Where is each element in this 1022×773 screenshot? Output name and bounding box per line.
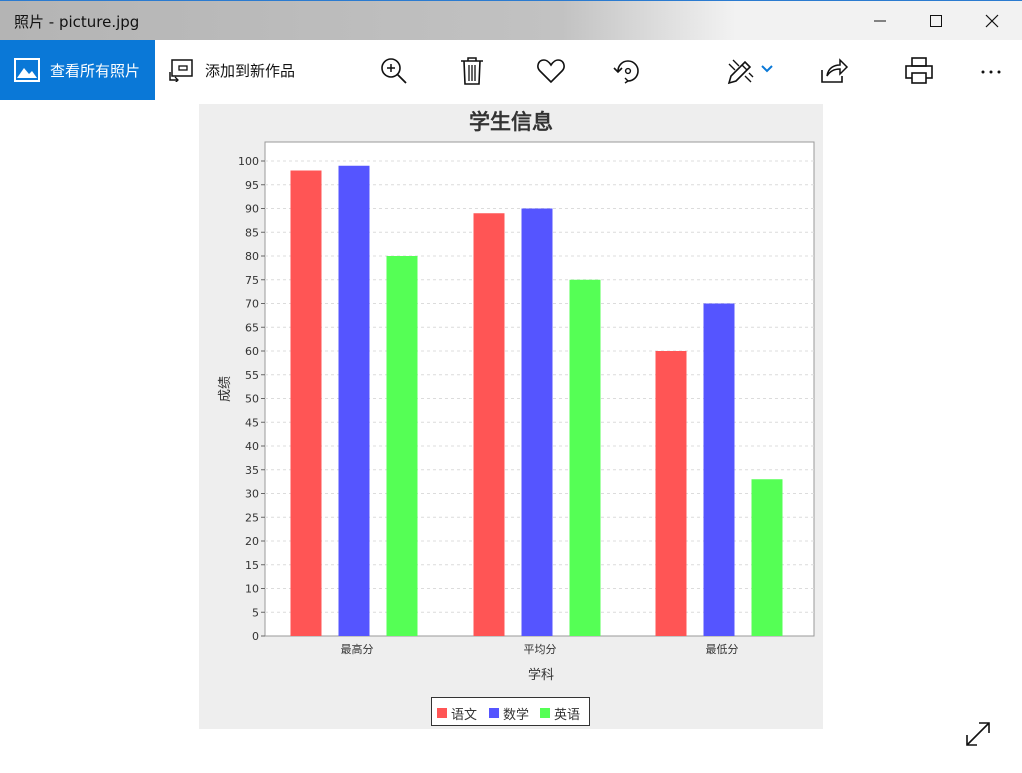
close-icon [985,14,999,28]
y-tick-label: 65 [245,321,259,334]
bar-2-2 [751,479,783,636]
y-tick-label: 80 [245,250,259,263]
photo-viewer[interactable]: 学生信息 0 5 10 15 20 25 30 35 40 45 50 55 60 65 70 75 80 85 9… [199,104,823,729]
y-tick-label: 100 [238,155,259,168]
legend-label: 数学 [503,708,530,723]
y-axis-label: 成绩 [218,376,233,402]
share-icon [821,58,849,83]
x-axis-ticks: 最高分 平均分 最低分 [341,642,739,656]
bars [290,165,783,636]
y-tick-label: 25 [245,511,259,524]
y-tick-label: 15 [245,559,259,572]
y-tick-label: 40 [245,440,259,453]
zoom-in-button[interactable] [378,56,410,86]
bar-chart: 0 5 10 15 20 25 30 35 40 45 50 55 60 65 70 75 80 85 90 95 10… [218,141,815,683]
chart-legend: 语文 数学 英语 [431,697,590,726]
x-tick-label: 平均分 [524,643,557,656]
y-tick-label: 50 [245,393,259,406]
y-tick-label: 10 [245,583,259,596]
minimize-button[interactable] [852,1,908,40]
x-axis-label: 学科 [528,667,554,683]
more-icon [981,70,1001,74]
title-bar: 照片 - picture.jpg [0,0,1022,40]
legend-label: 英语 [554,708,581,723]
view-all-photos-label: 查看所有照片 [50,62,141,80]
y-tick-label: 90 [245,203,259,216]
print-icon [905,57,933,84]
y-axis-ticks: 0 5 10 15 20 25 30 35 40 45 50 55 60 65 70 75 80 85 90 95 10… [238,155,265,643]
y-tick-label: 60 [245,345,259,358]
y-tick-label: 95 [245,179,259,192]
fullscreen-button[interactable] [964,720,992,748]
y-tick-label: 5 [252,606,259,619]
share-button[interactable] [818,56,850,86]
view-all-photos-button[interactable]: 查看所有照片 [0,40,155,100]
maximize-button[interactable] [908,1,964,40]
y-tick-label: 55 [245,369,259,382]
y-tick-label: 45 [245,416,259,429]
y-tick-label: 85 [245,226,259,239]
edit-and-create-button[interactable] [725,56,775,86]
rotate-icon [613,60,639,84]
bar-2-1 [703,303,735,636]
chevron-down-icon [761,65,773,73]
window-title: 照片 - picture.jpg [14,13,140,31]
y-tick-label: 0 [252,630,259,643]
bar-0-0 [290,170,322,636]
app-toolbar: 查看所有照片 添加到新作品 [0,40,1022,100]
add-creation-icon [169,59,193,82]
add-to-creation-label: 添加到新作品 [205,62,296,80]
bar-1-2 [569,279,601,636]
bar-0-1 [338,165,370,636]
more-options-button[interactable] [978,56,1010,86]
x-tick-label: 最低分 [706,643,739,656]
print-button[interactable] [903,56,935,86]
legend-swatch [540,708,550,718]
minimize-icon [874,20,886,22]
y-tick-label: 20 [245,535,259,548]
y-tick-label: 35 [245,464,259,477]
y-tick-label: 30 [245,488,259,501]
bar-2-0 [655,351,687,636]
legend-label: 语文 [451,708,478,723]
y-tick-label: 75 [245,274,259,287]
favorite-button[interactable] [535,56,567,86]
bar-0-2 [386,256,418,636]
y-tick-label: 70 [245,298,259,311]
edit-draw-icon [727,59,754,85]
favorite-icon [537,59,565,84]
zoom-in-icon [381,58,407,84]
legend-swatch [437,708,447,718]
bar-1-0 [473,213,505,636]
legend-swatch [489,708,499,718]
bar-1-1 [521,208,553,636]
close-button[interactable] [964,1,1020,40]
chart-title: 学生信息 [469,109,553,134]
rotate-button[interactable] [612,56,644,86]
delete-button[interactable] [456,56,488,86]
expand-icon [966,722,990,746]
delete-icon [461,57,483,85]
photos-app-icon [14,58,40,82]
maximize-icon [930,15,942,27]
add-to-creation-button[interactable]: 添加到新作品 [168,40,308,100]
x-tick-label: 最高分 [341,642,374,656]
